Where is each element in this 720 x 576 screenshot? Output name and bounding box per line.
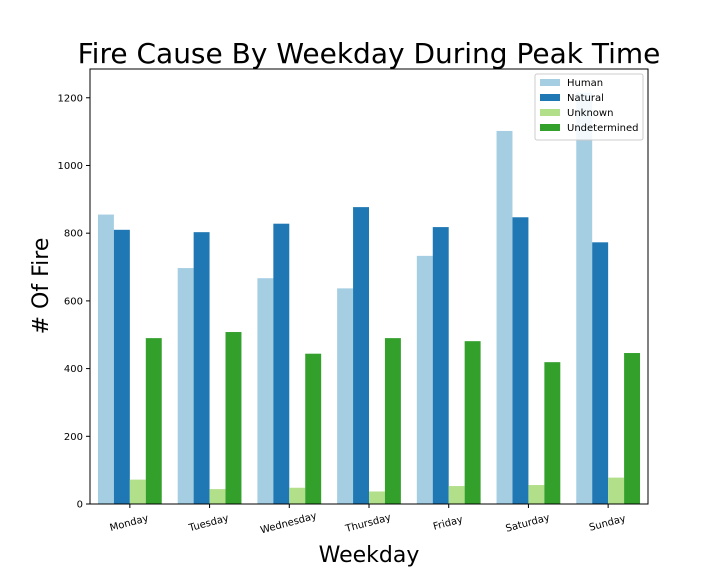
x-tick-label: Thursday (344, 512, 393, 535)
legend-swatch-human (540, 79, 560, 86)
y-tick-label: 800 (64, 229, 83, 240)
bar-natural-thursday (353, 207, 369, 504)
bar-human-saturday (496, 130, 513, 504)
legend: Human Natural Unknown Undetermined (534, 73, 644, 141)
y-tick-label: 600 (64, 296, 83, 307)
bar-undetermined-sunday (624, 353, 641, 504)
bar-natural-sunday (592, 242, 609, 504)
x-tick-label: Tuesday (187, 513, 230, 534)
bar-human-thursday (337, 288, 354, 504)
legend-label-human: Human (567, 78, 603, 89)
chart-title: Fire Cause By Weekday During Peak Time (78, 37, 661, 70)
bar-unknown-sunday (608, 477, 625, 504)
bar-unknown-friday (448, 486, 465, 504)
bar-unknown-tuesday (209, 489, 226, 504)
bar-natural-tuesday (193, 232, 210, 505)
bar-unknown-thursday (369, 491, 385, 504)
legend-swatch-natural (540, 94, 560, 101)
legend-swatch-undetermined (540, 124, 560, 131)
bar-natural-monday (113, 229, 130, 505)
y-axis: 0 200 400 600 800 1000 1200 (58, 93, 90, 511)
y-axis-label: # Of Fire (29, 238, 54, 335)
bar-human-tuesday (177, 268, 194, 504)
legend-box (534, 73, 644, 141)
bar-undetermined-friday (464, 341, 481, 504)
y-tick-label: 1200 (58, 93, 83, 104)
y-tick-label: 1000 (58, 161, 83, 172)
bar-human-friday (416, 255, 433, 504)
x-tick-label: Saturday (505, 512, 551, 534)
bar-undetermined-monday (145, 338, 162, 504)
bar-human-monday (97, 214, 114, 504)
x-axis: Monday Tuesday Wednesday Thursday Friday Satu… (109, 504, 627, 536)
bar-unknown-wednesday (289, 487, 306, 504)
bars-group (97, 92, 641, 505)
bar-unknown-monday (129, 479, 146, 504)
bar-unknown-saturday (528, 485, 545, 504)
bar-undetermined-wednesday (305, 353, 322, 504)
legend-label-unknown: Unknown (567, 108, 613, 119)
x-tick-label: Sunday (588, 513, 627, 533)
x-axis-label: Weekday (319, 543, 420, 568)
y-tick-label: 400 (64, 364, 83, 375)
bar-undetermined-saturday (544, 362, 561, 504)
bar-undetermined-tuesday (225, 332, 242, 504)
x-tick-label: Wednesday (259, 511, 318, 537)
bar-human-sunday (576, 92, 593, 504)
legend-label-undetermined: Undetermined (567, 123, 639, 134)
y-tick-label: 0 (77, 500, 83, 511)
bar-natural-saturday (512, 217, 529, 504)
bar-human-wednesday (257, 278, 274, 504)
x-tick-label: Friday (432, 514, 464, 532)
bar-undetermined-thursday (384, 338, 401, 504)
legend-swatch-unknown (540, 109, 560, 116)
bar-natural-friday (432, 227, 449, 504)
legend-label-natural: Natural (567, 93, 604, 104)
x-tick-label: Monday (109, 513, 150, 534)
bar-natural-wednesday (273, 223, 290, 504)
y-tick-label: 200 (64, 432, 83, 443)
